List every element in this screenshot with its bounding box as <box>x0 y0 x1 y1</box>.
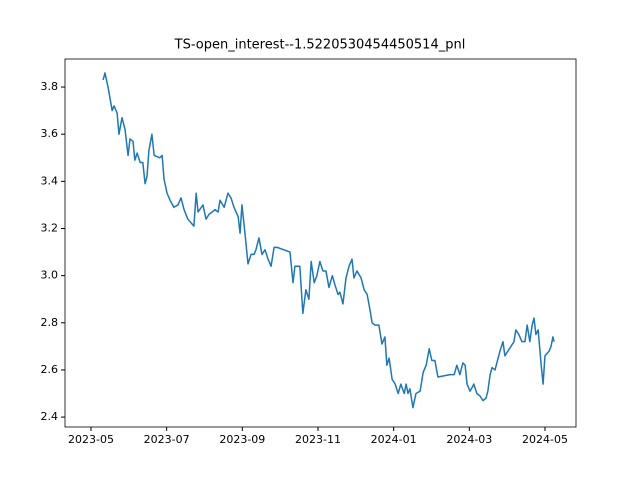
x-tick-label: 2023-05 <box>68 433 114 446</box>
chart-title: TS-open_interest--1.5220530454450514_pnl <box>174 38 466 53</box>
x-tick-label: 2024-03 <box>446 433 492 446</box>
x-tick-label: 2023-09 <box>219 433 265 446</box>
y-tick-label: 3.8 <box>41 80 59 93</box>
x-tick-label: 2023-07 <box>144 433 190 446</box>
y-tick-label: 3.4 <box>41 174 59 187</box>
plot-frame <box>64 58 577 428</box>
y-tick-label: 2.4 <box>41 410 59 423</box>
x-tick-label: 2024-01 <box>371 433 417 446</box>
y-tick-label: 2.8 <box>41 316 59 329</box>
y-tick-label: 3.6 <box>41 127 59 140</box>
x-tick-label: 2024-05 <box>522 433 568 446</box>
x-tick-label: 2023-11 <box>295 433 341 446</box>
line-series <box>102 72 555 409</box>
y-tick-label: 2.6 <box>41 363 59 376</box>
y-tick-label: 3.2 <box>41 222 59 235</box>
y-tick-label: 3.0 <box>41 269 59 282</box>
